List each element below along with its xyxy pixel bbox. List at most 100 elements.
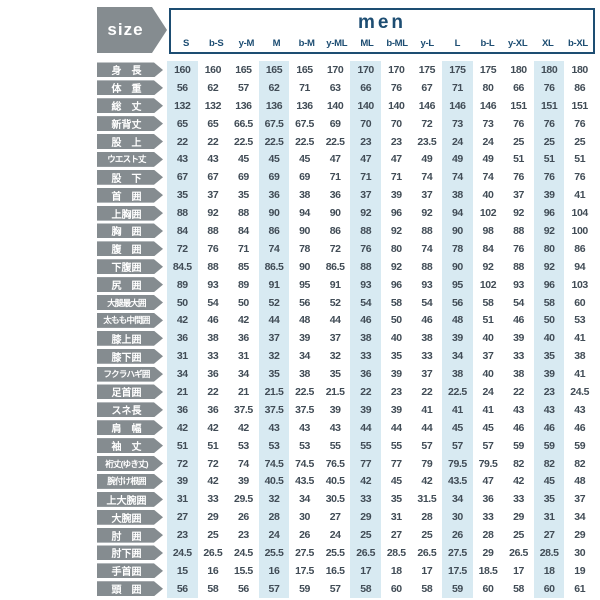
value-cell: 35 — [167, 186, 198, 205]
value-cell: 33 — [513, 493, 524, 506]
value-cell: 47 — [350, 150, 381, 169]
value-cell: 19 — [574, 564, 586, 577]
value-cell: 90 — [329, 207, 341, 220]
value-cell: 15.5 — [234, 564, 253, 577]
row-label-arrow: フクラハギ囲 — [97, 367, 163, 382]
row-label-arrow: 手首囲 — [97, 563, 163, 578]
value-cell: 46 — [207, 314, 219, 327]
value-cell: 175 — [418, 63, 436, 76]
value-cell: 37 — [258, 329, 290, 348]
value-cell: 37 — [421, 189, 433, 202]
table-row: 総 丈 132 132 136 136 136 140 140 140 146 146 146 151 1… — [97, 96, 595, 115]
value-cell: 40 — [533, 329, 565, 348]
value-cell: 88 — [350, 222, 381, 240]
value-cell: 22.5 — [442, 383, 473, 401]
value-cell: 30 — [299, 511, 310, 524]
value-cell: 54 — [207, 296, 219, 309]
value-cell: 92 — [207, 207, 219, 220]
value-cell: 48 — [442, 311, 473, 330]
value-cell: 56 — [237, 582, 249, 595]
value-cell: 151 — [533, 96, 565, 115]
value-cell: 41 — [482, 403, 494, 416]
value-cell: 47 — [390, 153, 402, 166]
value-cell: 37 — [482, 350, 494, 363]
value-cell: 24 — [482, 385, 494, 398]
value-cell: 23 — [350, 132, 381, 151]
value-cell: 31 — [237, 350, 249, 363]
value-cell: 102 — [479, 207, 497, 220]
table-row: 腹 囲 72 76 71 74 78 72 76 80 74 78 84 76 80 86 — [97, 239, 595, 258]
table-row: 身 長 160 160 165 165 165 170 170 170 175 175 175 180 1… — [97, 61, 595, 79]
value-cell: 58 — [421, 582, 433, 595]
value-cell: 79.5 — [478, 457, 498, 470]
value-cell: 96 — [533, 204, 565, 223]
value-cell: 88 — [167, 204, 198, 223]
value-cell: 26.5 — [350, 544, 381, 562]
value-cell: 74.5 — [258, 454, 290, 473]
value-cell: 79 — [421, 457, 433, 470]
row-label-arrow: 上大腕囲 — [97, 492, 163, 507]
value-cell: 94 — [442, 204, 473, 223]
row-label: 腕付け根囲 — [107, 476, 146, 487]
value-cell: 26.5 — [417, 546, 437, 559]
table-row: 足首囲 21 22 21 21.5 22.5 21.5 22 23 22 22.5 24 22 23 24.… — [97, 383, 595, 401]
value-cell: 180 — [571, 63, 589, 76]
value-cell: 175 — [442, 61, 473, 79]
row-label-arrow: 腹 囲 — [97, 241, 163, 256]
value-cell: 58 — [482, 296, 494, 309]
size-table: 身 長 160 160 165 165 165 170 170 170 175 175 175 180 1… — [97, 61, 595, 598]
table-row: 手首囲 15 16 15.5 16 17.5 16.5 17 18 17 17.5 18.5 17 18 1… — [97, 561, 595, 580]
value-cell: 71 — [299, 81, 310, 94]
value-cell: 22.5 — [295, 135, 314, 148]
value-cell: 31.5 — [417, 493, 437, 506]
value-cell: 32 — [329, 350, 341, 363]
row-label: 股 下 — [111, 173, 142, 185]
value-cell: 84 — [482, 242, 494, 255]
value-cell: 90 — [258, 204, 290, 223]
value-cell: 29 — [513, 511, 524, 524]
value-cell: 36 — [207, 368, 219, 381]
value-cell: 92 — [421, 207, 433, 220]
value-cell: 17 — [513, 564, 524, 577]
value-cell: 16 — [258, 561, 290, 580]
value-cell: 86.5 — [258, 257, 290, 276]
value-cell: 25.5 — [325, 546, 345, 559]
column-header-ml: ML — [360, 38, 374, 49]
value-cell: 36 — [258, 186, 290, 205]
value-cell: 77 — [350, 454, 381, 473]
value-cell: 44 — [350, 418, 381, 437]
row-label: 裄丈(ゆき丈) — [105, 458, 148, 469]
value-cell: 76 — [513, 117, 524, 130]
value-cell: 24.5 — [234, 546, 253, 559]
value-cell: 38 — [299, 189, 310, 202]
row-label-arrow: 足首囲 — [97, 384, 163, 399]
value-cell: 33 — [207, 493, 219, 506]
value-cell: 42 — [237, 421, 249, 434]
value-cell: 57 — [237, 81, 249, 94]
row-label: 総 丈 — [111, 102, 142, 114]
value-cell: 42 — [207, 475, 219, 488]
value-cell: 25 — [350, 526, 381, 545]
value-cell: 45 — [390, 475, 402, 488]
column-header-b-s: b-S — [209, 38, 224, 49]
table-row: 太もも中間囲 42 46 42 44 48 44 46 50 46 48 51 46 50 53 — [97, 311, 595, 330]
value-cell: 38 — [207, 332, 219, 345]
value-cell: 25 — [421, 529, 433, 542]
value-cell: 69 — [299, 171, 310, 184]
table-row: 膝上囲 36 38 36 37 39 37 38 40 38 39 40 39 40 41 — [97, 329, 595, 348]
value-cell: 28.5 — [533, 544, 565, 562]
value-cell: 42 — [350, 472, 381, 491]
value-cell: 42 — [167, 311, 198, 330]
value-cell: 160 — [204, 63, 222, 76]
value-cell: 91 — [258, 275, 290, 294]
value-cell: 41 — [442, 400, 473, 419]
value-cell: 37 — [513, 189, 524, 202]
value-cell: 30 — [442, 508, 473, 527]
value-cell: 90 — [299, 260, 310, 273]
value-cell: 67 — [207, 171, 219, 184]
value-cell: 39 — [533, 186, 565, 205]
value-cell: 93 — [207, 278, 219, 291]
value-cell: 17 — [350, 561, 381, 580]
value-cell: 43 — [207, 153, 219, 166]
